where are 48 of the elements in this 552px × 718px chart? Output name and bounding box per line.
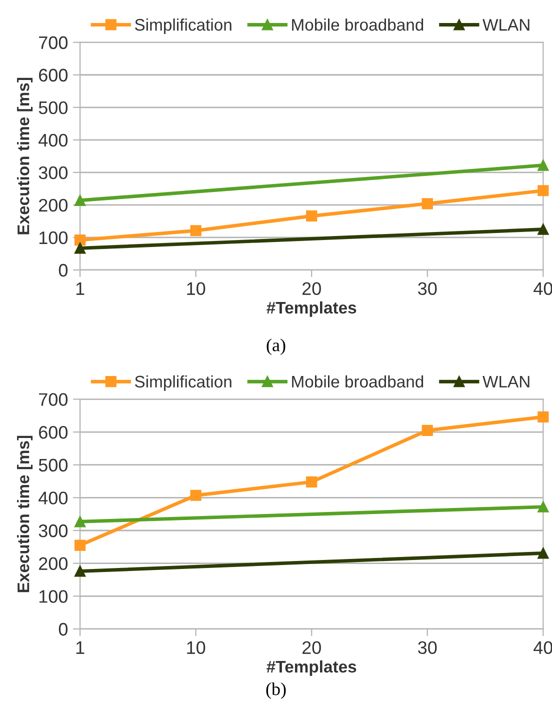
x-tick-label: 30 [418,641,437,654]
legend-label: Mobile broadband [292,18,424,31]
point [190,225,202,236]
y-tick-label: 200 [39,557,68,570]
y-tick-label: 400 [38,134,68,147]
y-tick-label: 700 [39,36,68,50]
point [538,411,549,422]
point [306,210,318,222]
y-tick-label: 600 [39,426,68,439]
legend-label: WLAN [482,376,530,388]
text: (a) [266,338,286,355]
y-tick-label: 100 [39,590,68,603]
legend-label: WLAN [482,19,530,31]
y-tick-label: 500 [38,101,68,114]
y-axis-title: Execution time [ms] [17,436,33,592]
y-tick-label: 300 [38,166,68,180]
text: (b) [266,682,286,699]
point [538,185,549,196]
legend-label: Simplification [134,375,232,391]
legend-label: Mobile broadband [292,375,424,388]
y-tick-label: 500 [38,458,68,472]
point [74,242,86,254]
x-tick-label: 30 [418,282,437,296]
x-axis-title: #Templates [266,301,356,317]
y-tick-label: 600 [39,68,68,82]
point [306,476,318,488]
x-tick-label: 20 [302,641,321,654]
point [74,540,86,551]
y-axis-title: Execution time [ms] [17,78,33,234]
y-tick-label: 200 [39,198,68,212]
y-tick-label: 700 [39,393,68,406]
x-axis-title: #Templates [266,660,356,676]
legend-label: Simplification [134,18,232,34]
point [422,424,433,436]
x-tick-label: 1 [76,641,84,654]
point [190,490,202,501]
y-tick-label: 400 [38,492,68,504]
x-tick-label: 1 [76,282,84,295]
point [422,198,433,210]
y-tick-label: 300 [38,524,68,538]
point [74,566,86,577]
y-tick-label: 0 [58,264,68,277]
x-tick-label: 10 [187,641,206,654]
y-tick-label: 100 [39,231,68,244]
y-tick-label: 0 [58,622,68,636]
x-tick-label: 20 [302,282,321,296]
x-tick-label: 10 [187,282,206,296]
point [74,516,86,528]
